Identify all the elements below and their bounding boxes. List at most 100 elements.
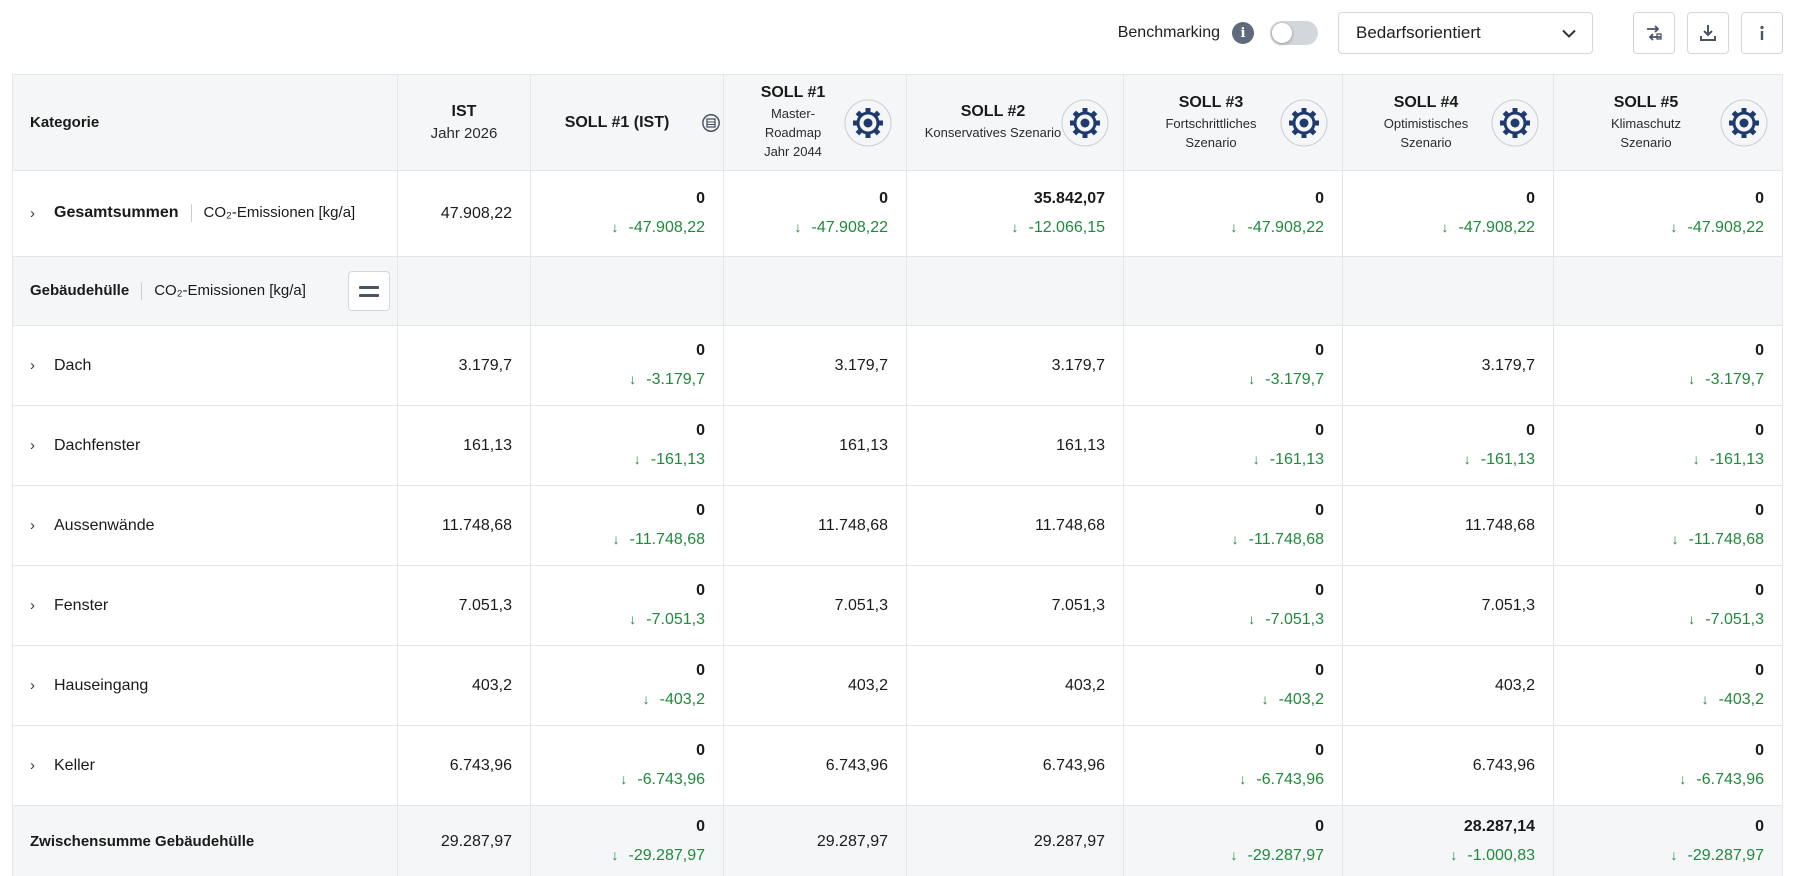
delta-value: -403,2 <box>1278 691 1324 708</box>
row-value: 403,2 <box>723 645 907 726</box>
rows.3.cells.5-delta: ↓ -7.051,3 <box>1554 609 1764 630</box>
arrow-down-icon: ↓ <box>1701 691 1709 707</box>
rows.1.cells.0-cell: 0 ↓ -161,13 <box>530 405 724 486</box>
subtotal-ist: 29.287,97 <box>397 805 531 876</box>
gesamt.cells.4-value: 0 <box>1526 190 1535 207</box>
soll1-title: SOLL #1 <box>760 84 826 101</box>
rows.1.cells.4-value: 0 <box>1526 422 1535 439</box>
gesamt-row[interactable]: › Gesamtsummen CO₂-Emissionen [kg/a] 47.90… <box>12 170 1783 257</box>
gear-icon[interactable] <box>1280 99 1328 147</box>
table-row[interactable]: › Keller 6.743,96 0 ↓ -6.743,96 6.743,96 6.743,… <box>12 725 1783 806</box>
table-row[interactable]: › Fenster 7.051,3 0 ↓ -7.051,3 7.051,3 7.051,3 0… <box>12 565 1783 646</box>
gesamt.cells.1-delta: ↓ -47.908,22 <box>724 217 888 238</box>
mode-select-value: Bedarfsorientiert <box>1356 23 1481 42</box>
row-value: 403,2 <box>906 645 1124 726</box>
divider <box>190 204 192 223</box>
subtotal.cells.3-value: 0 <box>1315 818 1324 835</box>
chevron-right-icon[interactable]: › <box>30 356 35 374</box>
arrow-down-icon: ↓ <box>794 219 802 235</box>
section-empty-cell <box>1553 256 1783 326</box>
rows.5.cells.0-delta: ↓ -6.743,96 <box>531 769 705 790</box>
soll1-header: SOLL #1 Master- Roadmap Jahr 2044 <box>723 74 907 171</box>
mode-select[interactable]: Bedarfsorientiert <box>1338 12 1593 54</box>
download-icon <box>1700 25 1716 41</box>
gear-icon[interactable] <box>1491 99 1539 147</box>
gear-icon[interactable] <box>844 99 892 147</box>
chevron-right-icon[interactable]: › <box>30 436 35 454</box>
rows.2.cells.3-cell: 0 ↓ -11.748,68 <box>1123 485 1343 566</box>
rows.1.cells.4-cell: 0 ↓ -161,13 <box>1342 405 1554 486</box>
section-empty-cell <box>1342 256 1554 326</box>
row-ist: 7.051,3 <box>397 565 531 646</box>
building-icon[interactable] <box>702 113 720 132</box>
gear-icon[interactable] <box>1720 99 1768 147</box>
download-button[interactable] <box>1687 12 1729 54</box>
row-label: Fenster <box>54 596 109 614</box>
delta-value: -11.748,68 <box>1688 531 1764 548</box>
benchmarking-label: Benchmarking <box>1117 24 1220 41</box>
table-row[interactable]: › Aussenwände 11.748,68 0 ↓ -11.748,68 11.748,… <box>12 485 1783 566</box>
chevron-right-icon[interactable]: › <box>30 676 35 694</box>
chevron-right-icon[interactable]: › <box>30 204 35 222</box>
delta-value: -47.908,22 <box>1458 219 1535 236</box>
arrow-down-icon: ↓ <box>629 371 637 387</box>
section-unit: CO₂-Emissionen [kg/a] <box>154 282 306 300</box>
row-value: 161,13 <box>723 405 907 486</box>
row-label: Aussenwände <box>54 516 155 534</box>
rows.0.cells.3-value: 0 <box>1315 342 1324 359</box>
subtotal.cells.3-delta: ↓ -29.287,97 <box>1124 845 1324 866</box>
collapse-button[interactable] <box>348 271 390 311</box>
chevron-right-icon[interactable]: › <box>30 516 35 534</box>
table-row[interactable]: › Dach 3.179,7 0 ↓ -3.179,7 3.179,7 3.179,7 0 ↓ -3… <box>12 325 1783 406</box>
delta-value: -7.051,3 <box>1265 611 1324 628</box>
arrow-down-icon: ↓ <box>1239 771 1247 787</box>
table-row[interactable]: › Hauseingang 403,2 0 ↓ -403,2 403,2 403,2 0 ↓ -40… <box>12 645 1783 726</box>
row-label-cell: › Keller <box>12 725 398 806</box>
rows.3.cells.3-delta: ↓ -7.051,3 <box>1124 609 1324 630</box>
gesamt.cells.0-delta: ↓ -47.908,22 <box>531 217 705 238</box>
subtotal-row: Zwischensumme Gebäudehülle 29.287,97 0 ↓ -29… <box>12 805 1783 876</box>
delta-value: -47.908,22 <box>1247 219 1324 236</box>
benchmarking-toggle[interactable] <box>1270 21 1318 45</box>
delta-value: -161,13 <box>650 451 705 468</box>
delta-value: -47.908,22 <box>1687 219 1764 236</box>
rows.1.cells.3-cell: 0 ↓ -161,13 <box>1123 405 1343 486</box>
subtotal.cells.4-value: 28.287,14 <box>1463 818 1535 835</box>
chevron-right-icon[interactable]: › <box>30 756 35 774</box>
rows.0.cells.5-cell: 0 ↓ -3.179,7 <box>1553 325 1783 406</box>
soll5-header: SOLL #5 Klimaschutz Szenario <box>1553 74 1783 171</box>
soll4-title: SOLL #4 <box>1393 93 1459 111</box>
section-label: Gebäudehülle <box>30 282 130 300</box>
benchmarking-info-icon[interactable]: i <box>1232 22 1254 44</box>
collapse-bar <box>359 285 379 289</box>
delta-value: -47.908,22 <box>628 219 705 236</box>
info-button[interactable] <box>1741 12 1783 54</box>
rows.0.cells.5-value: 0 <box>1755 342 1764 359</box>
rows.2.cells.0-cell: 0 ↓ -11.748,68 <box>530 485 724 566</box>
rows.2.cells.0-delta: ↓ -11.748,68 <box>531 529 705 550</box>
delta-value: -6.743,96 <box>1696 771 1764 788</box>
table-row[interactable]: › Dachfenster 161,13 0 ↓ -161,13 161,13 161,13 0… <box>12 405 1783 486</box>
chevron-down-icon <box>1562 29 1576 38</box>
row-label-cell: › Hauseingang <box>12 645 398 726</box>
row-ist: 3.179,7 <box>397 325 531 406</box>
arrow-down-icon: ↓ <box>633 451 641 467</box>
gesamt.cells.2-delta: ↓ -12.066,15 <box>907 217 1105 238</box>
rows.1.cells.0-value: 0 <box>696 422 705 439</box>
soll1ist-title: SOLL #1 (IST) <box>564 113 670 131</box>
chevron-right-icon[interactable]: › <box>30 596 35 614</box>
rows.4.cells.0-cell: 0 ↓ -403,2 <box>530 645 724 726</box>
rows.3.cells.5-cell: 0 ↓ -7.051,3 <box>1553 565 1783 646</box>
subtotal-value: 29.287,97 <box>723 805 907 876</box>
rows.0.cells.0-value: 0 <box>696 342 705 359</box>
delta-value: -6.743,96 <box>637 771 705 788</box>
gesamt.cells.4-delta: ↓ -47.908,22 <box>1343 217 1535 238</box>
gear-icon[interactable] <box>1061 99 1109 147</box>
row-value: 3.179,7 <box>906 325 1124 406</box>
compare-button[interactable] <box>1633 12 1675 54</box>
arrow-down-icon: ↓ <box>1688 611 1696 627</box>
arrow-down-icon: ↓ <box>1692 451 1700 467</box>
rows.5.cells.5-cell: 0 ↓ -6.743,96 <box>1553 725 1783 806</box>
gesamt-unit: CO₂-Emissionen [kg/a] <box>203 204 356 222</box>
section-row: Gebäudehülle CO₂-Emissionen [kg/a] <box>12 256 1783 326</box>
